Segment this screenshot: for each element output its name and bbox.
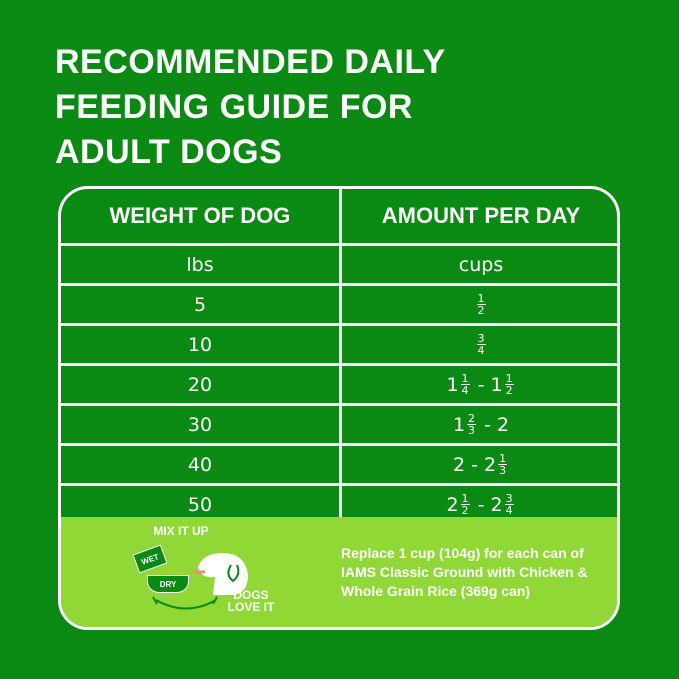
denominator: 4	[477, 344, 485, 357]
numerator: 1	[504, 372, 514, 385]
page-title: RECOMMENDED DAILY FEEDING GUIDE FOR ADUL…	[55, 40, 446, 175]
wet-food-icon: WET	[132, 544, 168, 574]
amount-text: 1	[446, 373, 459, 396]
title-line: FEEDING GUIDE FOR	[55, 88, 413, 126]
title-line: ADULT DOGS	[55, 133, 283, 171]
denominator: 3	[499, 464, 507, 477]
table-header-row: WEIGHT OF DOG AMOUNT PER DAY	[61, 189, 617, 246]
cycle-arrow-icon	[152, 596, 218, 610]
amount-text: 2	[446, 493, 459, 516]
weight-cell: 10	[61, 326, 342, 363]
numerator: 2	[467, 412, 477, 425]
dry-food-bowl-icon: DRY	[147, 575, 189, 593]
amount-text: - 1	[471, 373, 503, 396]
denominator: 3	[468, 424, 476, 437]
table-row: 30 1 2 3 - 2	[61, 406, 617, 446]
denominator: 2	[461, 504, 469, 517]
amount-text: 2 - 2	[452, 453, 497, 476]
numerator: 1	[476, 292, 486, 305]
dogs-love-it-label: DOGS LOVE IT	[227, 588, 275, 614]
amount-text: 1	[452, 413, 466, 436]
weight-cell: 5	[61, 286, 342, 323]
mix-panel: MIX IT UP WET DRY DOGS LOVE IT Replace 1…	[61, 517, 617, 627]
weight-cell: 30	[61, 406, 342, 443]
numerator: 1	[498, 452, 508, 465]
weight-cell: 20	[61, 366, 342, 403]
unit-amount: cups	[458, 253, 504, 276]
amount-text: - 2	[478, 413, 510, 436]
denominator: 4	[505, 504, 513, 517]
title-line: RECOMMENDED DAILY	[55, 43, 446, 81]
dog-head-icon	[193, 553, 248, 595]
numerator: 1	[460, 492, 470, 505]
denominator: 4	[461, 384, 469, 397]
amount-text: - 2	[471, 493, 503, 516]
weight-cell: 50	[61, 486, 342, 523]
denominator: 2	[477, 304, 485, 317]
numerator: 3	[504, 492, 514, 505]
table-row: 10 3 4	[61, 326, 617, 366]
weight-cell: 40	[61, 446, 342, 483]
mix-label: MIX IT UP	[153, 524, 209, 538]
header-amount: AMOUNT PER DAY	[381, 203, 581, 228]
replacement-note: Replace 1 cup (104g) for each can of IAM…	[341, 544, 588, 599]
numerator: 3	[476, 332, 486, 345]
units-row: lbs cups	[61, 246, 617, 286]
denominator: 2	[505, 384, 513, 397]
unit-weight: lbs	[61, 246, 342, 283]
mix-illustration: MIX IT UP WET DRY DOGS LOVE IT	[111, 517, 311, 627]
numerator: 1	[460, 372, 470, 385]
header-weight: WEIGHT OF DOG	[61, 189, 342, 243]
